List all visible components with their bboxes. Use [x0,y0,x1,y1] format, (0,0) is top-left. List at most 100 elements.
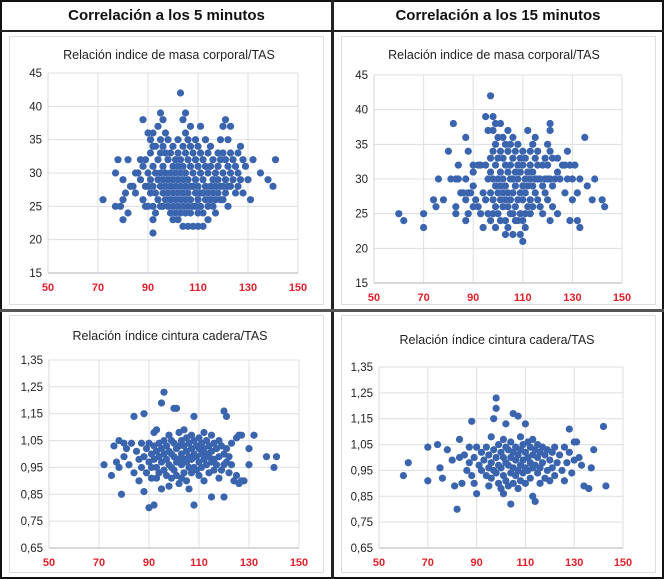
data-point [491,119,500,128]
data-point [506,140,514,148]
data-point [179,189,187,197]
data-point [214,149,222,157]
data-point [489,210,497,218]
x-tick-label: 90 [142,282,154,294]
data-point [544,196,552,204]
data-point [462,133,470,141]
data-point [511,203,519,211]
data-point [420,210,428,218]
data-point [524,126,532,135]
data-point [486,217,495,225]
x-tick-label: 70 [422,557,434,569]
data-point [249,156,257,164]
data-point [184,202,192,210]
data-point [191,189,200,197]
data-point [544,161,552,169]
data-point [499,203,507,211]
data-point [499,175,507,183]
data-point [598,196,606,204]
data-point [432,203,440,211]
data-point [154,156,162,164]
data-point [494,133,502,141]
data-point [166,169,175,177]
data-point [395,210,403,218]
data-point [139,196,147,204]
data-point [529,168,537,176]
data-point [553,154,562,162]
data-point [511,168,519,176]
data-point [237,431,246,439]
data-point [100,461,108,469]
data-point [484,175,492,183]
data-point [490,415,498,423]
data-point [221,116,230,124]
data-point [186,209,195,217]
data-point [215,474,223,482]
data-point [485,451,493,459]
data-point [460,451,468,459]
y-tick-label: 0,75 [351,517,373,529]
data-point [443,446,451,454]
data-point [216,136,225,144]
data-point [524,182,532,190]
data-point [175,479,183,488]
data-point [451,482,459,490]
data-point [546,217,554,225]
data-point [501,182,510,190]
data-point [489,196,497,204]
data-point [202,436,211,445]
y-tick-label: 1,25 [351,388,373,400]
data-point [184,189,192,197]
y-tick-label: 0,65 [21,543,43,555]
data-point [521,210,529,218]
y-tick-label: 1,05 [351,440,373,452]
data-point [551,472,559,480]
data-point [191,176,200,184]
data-point [558,466,566,475]
data-point [142,445,151,453]
data-point [219,149,227,157]
data-point [506,196,514,204]
y-tick-label: 1,15 [351,414,373,426]
data-point [217,466,226,474]
data-point [141,156,150,164]
data-point [486,168,495,176]
data-point [116,202,125,210]
data-point [164,202,172,210]
data-point [159,189,167,197]
data-point [509,154,517,162]
data-point [144,169,152,177]
data-point [124,156,132,164]
data-point [447,175,455,183]
data-point [492,469,500,477]
data-point [147,474,156,482]
data-point [144,129,152,137]
data-point [571,161,579,169]
data-point [172,404,181,412]
data-point [206,196,215,204]
data-point [514,217,522,225]
data-point [215,436,223,445]
data-point [514,196,522,204]
data-point [209,202,217,210]
data-point [194,222,202,230]
data-point [509,210,517,218]
data-point [171,196,180,204]
data-point [499,133,507,141]
data-point [514,161,522,169]
data-point [561,161,569,169]
data-point [151,142,160,150]
data-point [272,453,281,461]
scatter-chart-imc-5min: Relación indice de masa corporal/TAS 50 70… [29,48,307,294]
data-point [139,162,147,170]
data-point [130,469,138,477]
data-point [531,133,539,141]
data-point [246,196,255,204]
data-point [147,463,156,472]
data-point [226,122,235,130]
x-tick-label: 110 [190,557,208,569]
data-point [166,209,175,217]
data-point [160,388,168,396]
x-tick-label: 150 [289,282,307,294]
data-point [137,439,146,447]
